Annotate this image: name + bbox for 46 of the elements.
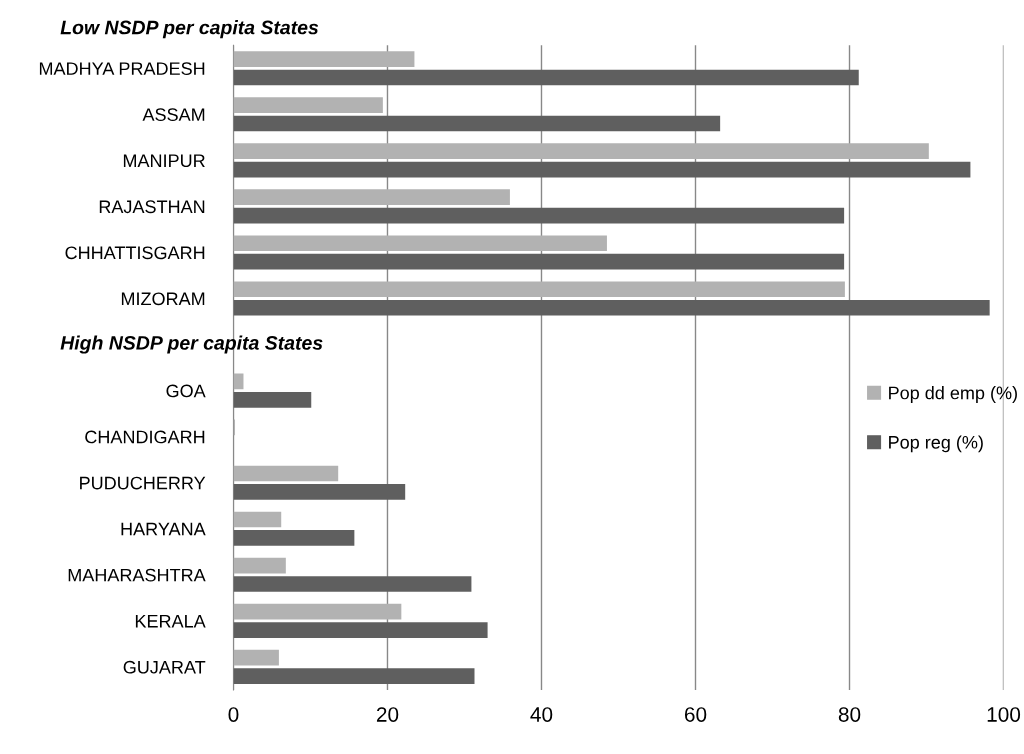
bar (233, 465, 339, 482)
y-tick-label: GOA (166, 384, 206, 398)
bar (233, 253, 845, 270)
bar (233, 281, 845, 298)
bar (233, 97, 383, 113)
x-tick-label: 100 (987, 707, 1021, 722)
bar (233, 530, 355, 546)
y-tick-label: GUJARAT (123, 660, 206, 674)
bar (233, 622, 488, 638)
bar (233, 299, 990, 316)
x-tick-label: 80 (838, 707, 861, 722)
bar (233, 161, 971, 178)
y-tick-label: HARYANA (121, 522, 206, 536)
legend-label: Pop dd emp (%) (889, 386, 1017, 403)
y-tick-label: MADHYA PRADESH (39, 62, 205, 75)
bar (233, 576, 472, 592)
y-tick-label: ASSAM (142, 108, 205, 122)
legend-label: Pop reg (%) (889, 435, 983, 453)
bar (233, 207, 845, 224)
y-tick-label: MAHARASHTRA (68, 568, 206, 582)
text: Low NSDP per capita States (60, 20, 319, 39)
bar (233, 557, 286, 574)
bar (233, 69, 859, 86)
y-tick-label: KERALA (135, 614, 206, 628)
bar (233, 484, 406, 500)
bar (233, 391, 312, 408)
bar (233, 235, 607, 252)
bar (233, 603, 402, 620)
x-tick-label: 60 (684, 707, 707, 722)
x-tick-label: 20 (376, 707, 399, 722)
y-tick-label: MANIPUR (123, 154, 205, 168)
bar (233, 189, 510, 206)
annotation: High NSDP per capita States (60, 335, 323, 354)
y-tick-label: PUDUCHERRY (80, 476, 206, 490)
bar (233, 51, 415, 67)
bar (233, 649, 279, 666)
y-tick-label: CHANDIGARH (85, 430, 205, 444)
bar (233, 668, 475, 684)
bar (233, 143, 929, 159)
y-tick-label: MIZORAM (121, 292, 205, 306)
x-tick-label: 0 (228, 707, 239, 722)
y-tick-label: RAJASTHAN (99, 200, 205, 214)
bar (233, 115, 721, 132)
y-tick-label: CHHATTISGARH (65, 246, 205, 260)
x-tick-label: 40 (530, 707, 553, 722)
bar (233, 511, 282, 528)
